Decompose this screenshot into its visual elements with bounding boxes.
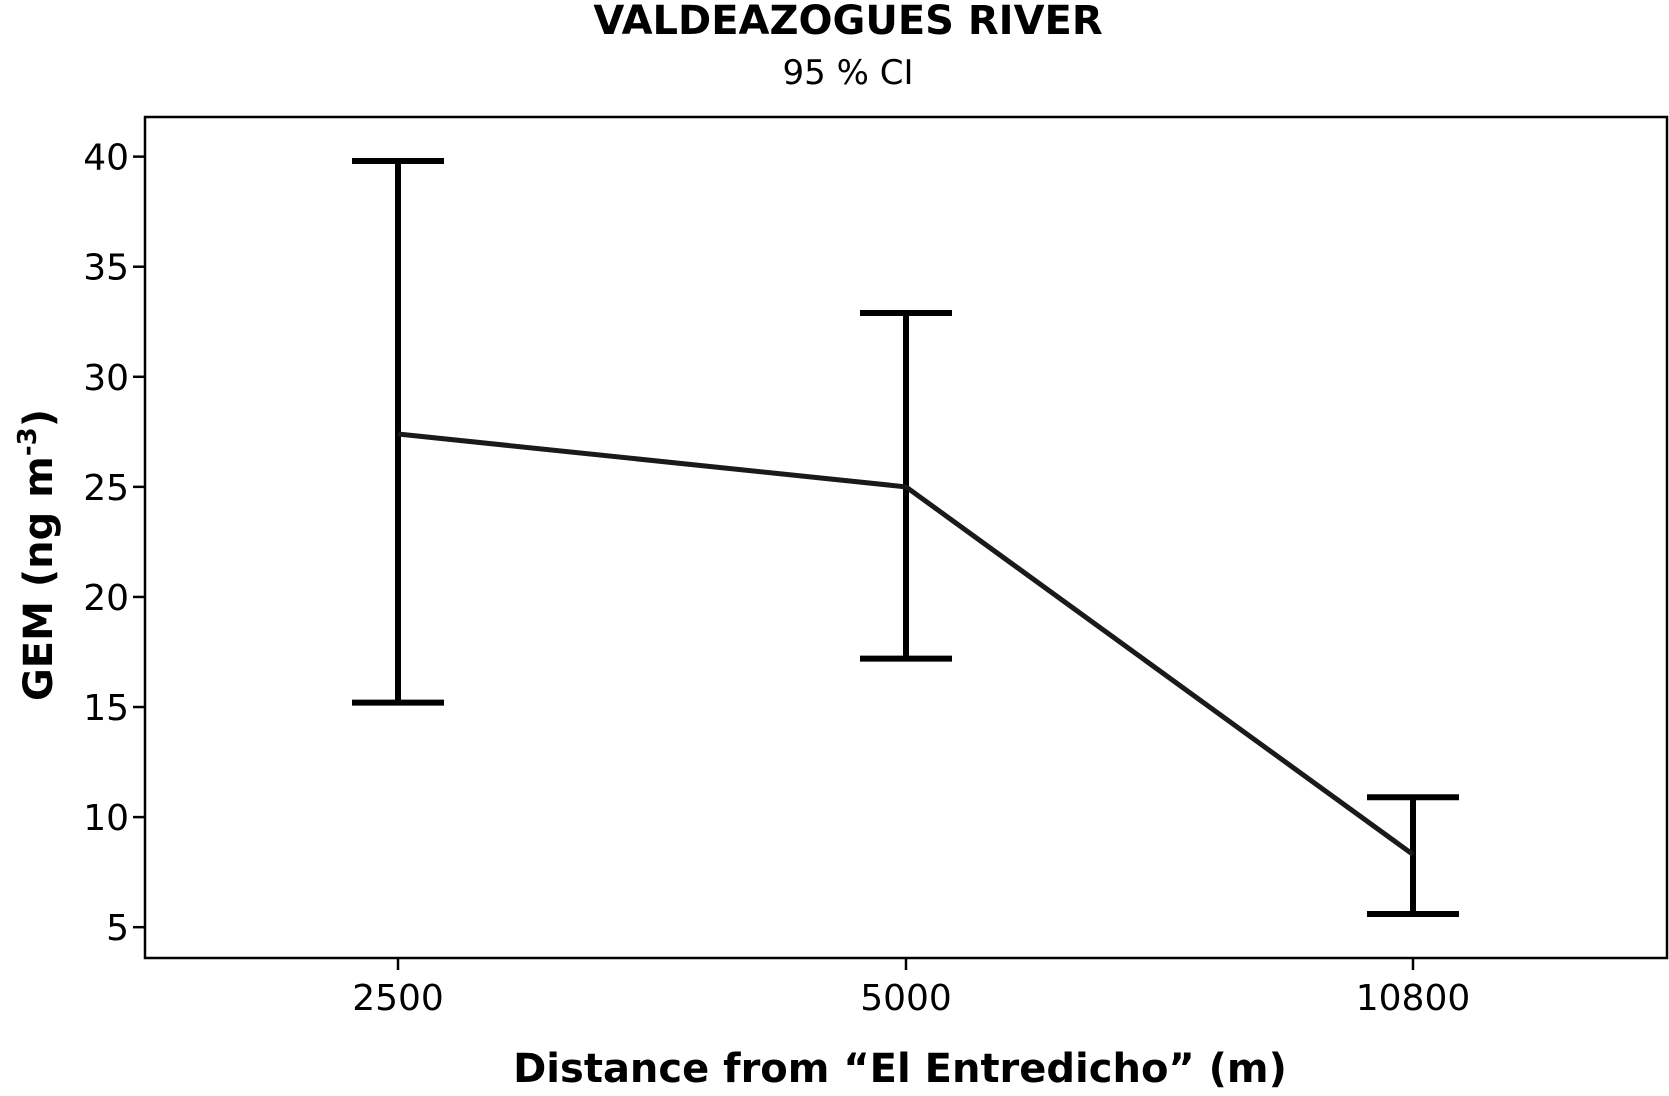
- y-tick-label: 30: [83, 358, 129, 399]
- x-axis: 2500 5000 10800: [352, 958, 1470, 1019]
- error-bars: [352, 158, 1459, 917]
- y-tick-label: 25: [83, 468, 129, 509]
- y-tick-label: 20: [83, 578, 129, 619]
- y-axis-title-text: GEM (ng m: [16, 456, 62, 701]
- y-axis: 5 10 15 20 25 30 35 40: [83, 138, 145, 949]
- x-tick-label: 2500: [352, 978, 444, 1019]
- y-tick-label: 15: [83, 688, 129, 729]
- series-line: [397, 431, 1415, 857]
- x-axis-title: Distance from “El Entredicho” (m): [513, 1046, 1287, 1092]
- chart-subtitle: 95 % CI: [783, 53, 914, 93]
- chart-title: VALDEAZOGUES RIVER: [593, 0, 1102, 44]
- y-tick-label: 10: [83, 798, 129, 839]
- x-tick-label: 5000: [860, 978, 952, 1019]
- y-axis-title: GEM (ng m-3): [13, 409, 62, 701]
- y-tick-label: 40: [83, 138, 129, 179]
- y-tick-label: 5: [106, 908, 129, 949]
- y-axis-title-close: ): [16, 409, 62, 427]
- x-tick-label: 10800: [1356, 978, 1471, 1019]
- y-tick-label: 35: [83, 248, 129, 289]
- y-axis-title-superscript: -3: [13, 427, 43, 456]
